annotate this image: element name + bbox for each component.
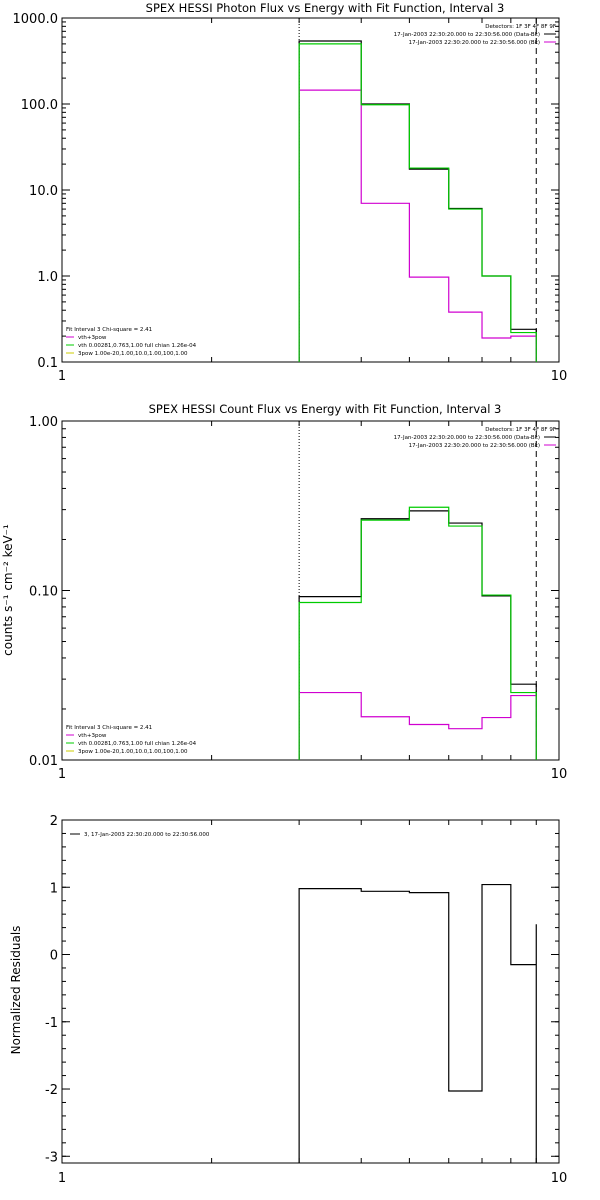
series-line-vth-3pow	[298, 506, 537, 760]
x-axis-ticks	[211, 18, 537, 362]
legend-entry-bk: 17-Jan-2003 22:30:20.000 to 22:30:56.000…	[409, 40, 540, 46]
legend-entry-3pow: 3pow 1.00e-20,1.00,10.0,1.00,100,1.00	[78, 749, 188, 755]
series-line-vth-3pow	[298, 43, 537, 362]
y-axis-ticks: 0.01 0.10 1.00	[29, 415, 559, 769]
x-tick-label: 1	[58, 767, 66, 782]
legend-detectors: Detectors: 1F 3F 4F 8F 9F	[485, 427, 556, 433]
plot-frame	[61, 17, 560, 363]
y-tick-label: -2	[45, 1083, 58, 1098]
y-tick-label: 0.10	[29, 585, 58, 600]
y-tick-label: -1	[45, 1016, 58, 1031]
y-tick-label: 1.00	[29, 415, 58, 430]
x-axis-ticks	[211, 421, 537, 760]
y-tick-label: 1	[50, 881, 58, 896]
series-line-data-bk	[298, 40, 537, 362]
x-tick-label: 10	[551, 369, 568, 384]
y-tick-label: 2	[50, 814, 58, 829]
y-axis-ticks: 2 1 0 -1 -2 -3	[45, 814, 559, 1165]
x-axis-ticks	[211, 820, 537, 1163]
legend-fit-interval: Fit Interval 3 Chi-square = 2.41	[66, 327, 152, 333]
legend-entry-vth: vth 0.00281,0.763,1.00 full chian 1.26e-…	[78, 343, 197, 349]
legend-entry-data-bk: 17-Jan-2003 22:30:20.000 to 22:30:56.000…	[394, 32, 540, 38]
y-axis-label: Normalized Residuals	[9, 926, 23, 1055]
legend-detectors: Detectors: 1F 3F 4F 8F 9F	[485, 24, 556, 30]
legend-entry-vth3pow: vth+3pow	[78, 733, 107, 739]
series-line-bk	[298, 691, 537, 760]
legend-entry-vth3pow: vth+3pow	[78, 335, 107, 341]
series-line-residuals	[298, 883, 537, 1163]
series-group	[298, 40, 537, 362]
y-tick-label: 1000.0	[13, 12, 59, 27]
y-tick-label: 1.0	[37, 270, 58, 285]
y-tick-label: -3	[45, 1150, 58, 1165]
x-tick-label: 10	[551, 767, 568, 782]
count-flux-panel: SPEX HESSI Count Flux vs Energy with Fit…	[1, 402, 567, 782]
plot-frame	[61, 819, 560, 1164]
series-line-bk	[298, 89, 537, 362]
legend-fit-interval: Fit Interval 3 Chi-square = 2.41	[66, 725, 152, 731]
x-tick-label: 1	[58, 1171, 66, 1186]
vertical-markers	[298, 18, 537, 362]
vertical-markers	[298, 421, 537, 760]
y-axis-ticks: 0.1 1.0 10.0 100.0 1000.0	[13, 12, 559, 371]
y-tick-label: 0.1	[37, 356, 58, 371]
legend-entry: 3, 17-Jan-2003 22:30:20.000 to 22:30:56.…	[84, 832, 210, 838]
series-group	[298, 506, 537, 760]
y-tick-label: 100.0	[21, 98, 58, 113]
legend-entry-3pow: 3pow 1.00e-20,1.00,10.0,1.00,100,1.00	[78, 351, 188, 357]
chart-title: SPEX HESSI Photon Flux vs Energy with Fi…	[146, 1, 505, 15]
x-tick-label: 1	[58, 369, 66, 384]
series-group	[298, 883, 537, 1163]
x-tick-label: 10	[551, 1171, 568, 1186]
legend-entry-bk: 17-Jan-2003 22:30:20.000 to 22:30:56.000…	[409, 443, 540, 449]
y-tick-label: 0.01	[29, 754, 58, 769]
chart-title: SPEX HESSI Count Flux vs Energy with Fit…	[149, 402, 502, 416]
series-line-data-bk	[298, 510, 537, 760]
y-tick-label: 0	[50, 949, 58, 964]
y-axis-label: counts s⁻¹ cm⁻² keV⁻¹	[1, 524, 15, 656]
legend-entry-data-bk: 17-Jan-2003 22:30:20.000 to 22:30:56.000…	[394, 435, 540, 441]
photon-flux-panel: SPEX HESSI Photon Flux vs Energy with Fi…	[13, 1, 568, 384]
y-tick-label: 10.0	[29, 184, 58, 199]
residuals-panel: 210-1-2-3 1 10 Normalized Residuals 3, 1…	[9, 814, 567, 1186]
legend-entry-vth: vth 0.00281,0.763,1.00 full chian 1.26e-…	[78, 741, 197, 747]
plot-frame	[61, 420, 560, 761]
